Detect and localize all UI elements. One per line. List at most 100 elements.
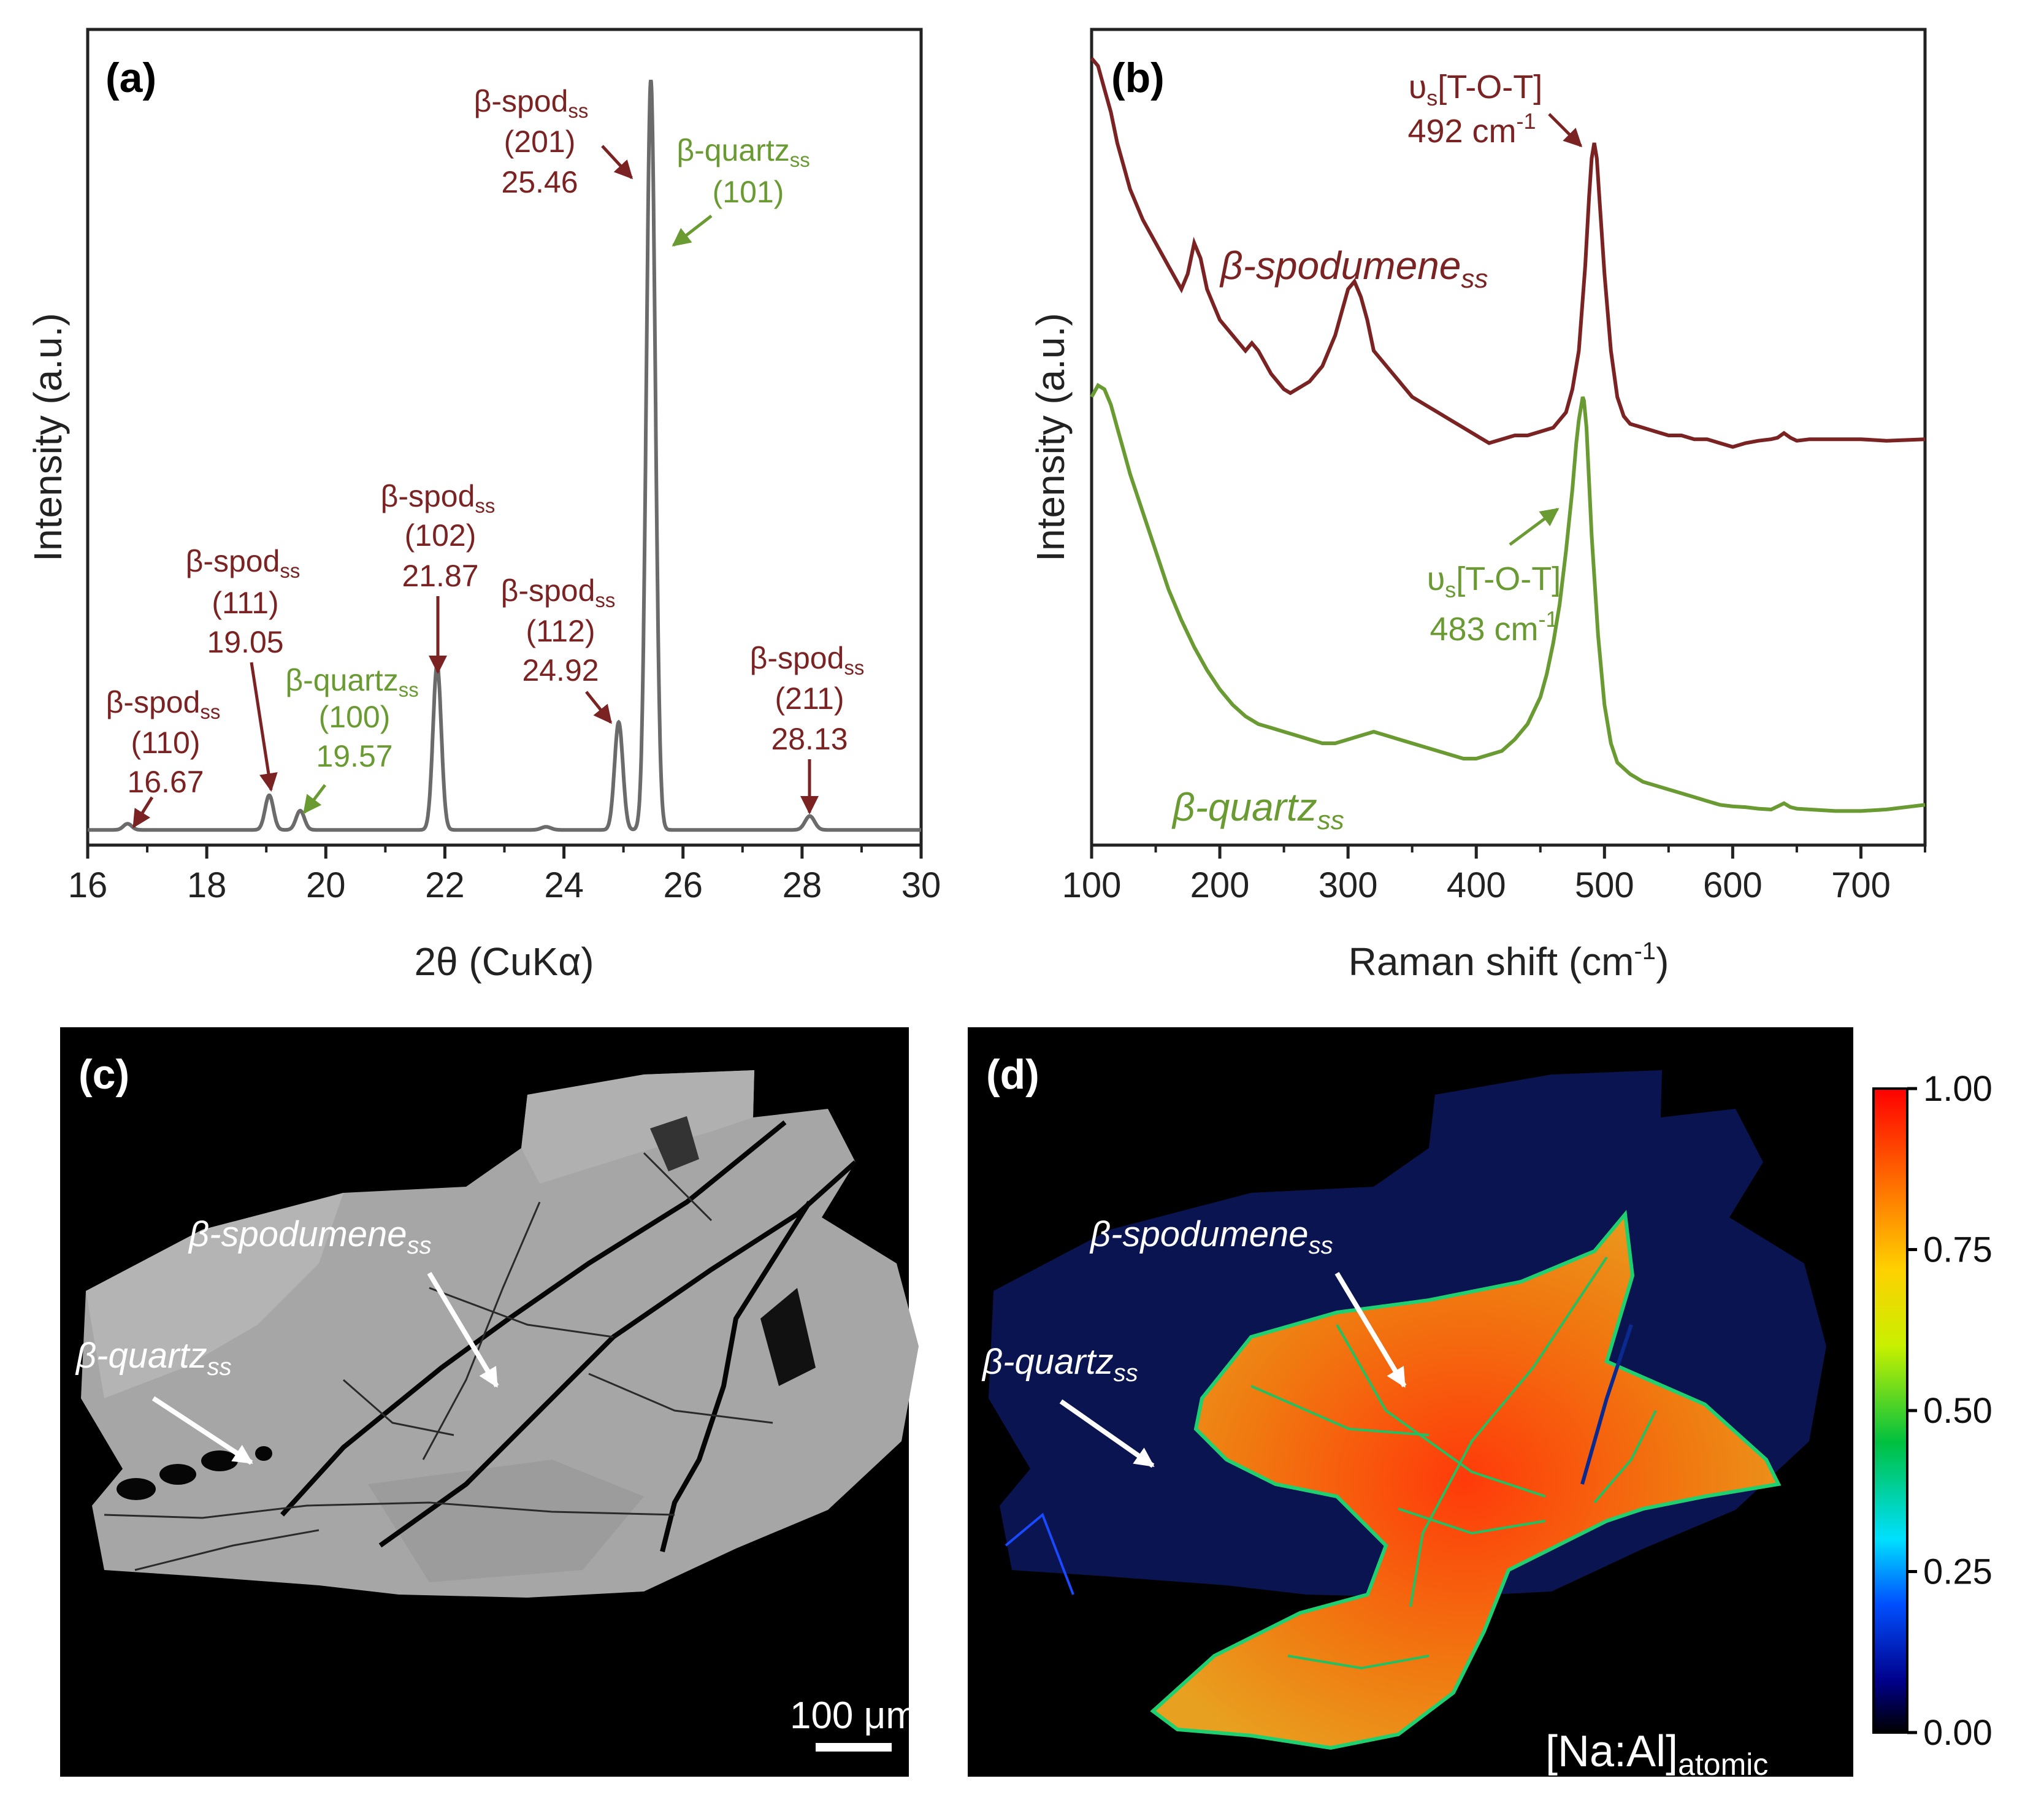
colorbar [1872, 1087, 1908, 1734]
svg-text:25.46: 25.46 [501, 165, 578, 199]
svg-text:β-spodss: β-spodss [186, 544, 300, 582]
eds-quartz-label: β-quartzss [981, 1342, 1138, 1387]
eds-panel-label: (d) [986, 1051, 1039, 1098]
colorbar-tick-label: 0.75 [1923, 1230, 1992, 1270]
xrd-panel-label: (a) [105, 55, 156, 101]
raman-x-tick-label: 200 [1190, 865, 1250, 905]
svg-text:β-spodss: β-spodss [501, 573, 616, 611]
raman-panel: (b) 100 200 300 400 500 600 700 Raman shift (c… [1028, 28, 1927, 984]
svg-text:24.92: 24.92 [522, 653, 599, 687]
svg-text:β-quartzss: β-quartzss [676, 133, 810, 171]
svg-text:(101): (101) [713, 175, 784, 209]
eds-map-panel: (d) β-spodumeness β-quartzss [Na:Al]atom… [968, 1027, 1992, 1782]
xrd-arrow-201 [601, 145, 633, 180]
sem-quartz-arrow [151, 1396, 253, 1465]
xrd-annotation-211: β-spodss (211) 28.13 [750, 641, 865, 756]
xrd-x-ticks: 16 18 20 22 24 26 28 30 [68, 845, 941, 905]
xrd-x-tick-label: 24 [544, 865, 584, 905]
raman-peak-492-label: υs[T-O-T] 492 cm-1 [1407, 69, 1542, 150]
eds-quartz-arrow [1059, 1399, 1155, 1468]
svg-text:υs[T-O-T]: υs[T-O-T] [1427, 561, 1561, 602]
raman-x-tick-label: 100 [1062, 865, 1122, 905]
raman-y-axis-label: Intensity (a.u.) [1028, 313, 1073, 562]
xrd-x-tick-label: 20 [306, 865, 346, 905]
raman-x-tick-label: 500 [1575, 865, 1634, 905]
xrd-arrow-100 [303, 784, 326, 814]
colorbar-tick-label: 0.25 [1923, 1552, 1992, 1592]
raman-x-ticks: 100 200 300 400 500 600 700 [1062, 845, 1926, 905]
colorbar-ticks: 1.00 0.75 0.50 0.25 0.00 [1907, 1069, 1992, 1753]
colorbar-tick-label: 0.50 [1923, 1391, 1992, 1431]
xrd-annotation-100: β-quartzss (100) 19.57 [285, 663, 418, 773]
xrd-x-tick-label: 30 [901, 865, 941, 905]
raman-x-tick-label: 600 [1703, 865, 1763, 905]
xrd-annotation-201: β-spodss (201) 25.46 [474, 84, 589, 199]
xrd-x-tick-label: 18 [187, 865, 227, 905]
xrd-panel: (a) 16 18 20 22 24 26 28 30 2θ (CuKα) Intensity… [26, 28, 941, 984]
xrd-annotation-112: β-spodss (112) 24.92 [501, 573, 616, 687]
raman-quartz-line [1090, 383, 1926, 813]
svg-text:16.67: 16.67 [127, 765, 204, 799]
svg-text:(211): (211) [775, 681, 844, 716]
xrd-annotation-102: β-spodss (102) 21.87 [381, 479, 496, 593]
svg-text:(110): (110) [131, 726, 200, 760]
sem-scalebar [816, 1743, 892, 1752]
xrd-arrow-111 [250, 662, 278, 792]
eds-ratio-label: [Na:Al]atomic [1545, 1727, 1768, 1782]
raman-spodumene-line [1090, 57, 1926, 449]
raman-panel-label: (b) [1111, 55, 1165, 101]
svg-text:(111): (111) [212, 586, 278, 620]
raman-x-tick-label: 400 [1447, 865, 1506, 905]
raman-peak-483-label: υs[T-O-T] 483 cm-1 [1427, 561, 1561, 648]
svg-text:(100): (100) [319, 700, 391, 734]
svg-text:19.57: 19.57 [316, 739, 392, 773]
svg-text:β-spodss: β-spodss [750, 641, 865, 679]
raman-x-tick-label: 700 [1831, 865, 1891, 905]
svg-text:β-spodss: β-spodss [474, 84, 589, 122]
sem-image-panel: (c) β-spodumeness β-quartzss 100 μm [60, 1027, 919, 1777]
svg-text:υs[T-O-T]: υs[T-O-T] [1409, 69, 1543, 110]
sem-panel-label: (c) [78, 1051, 129, 1098]
eds-spodumene-arrow [1334, 1271, 1407, 1388]
raman-x-axis-label: Raman shift (cm-1) [1349, 938, 1669, 984]
xrd-arrow-110 [132, 796, 154, 829]
xrd-pattern-line [88, 79, 921, 832]
sem-spodumene-label: β-spodumeness [188, 1214, 432, 1259]
svg-text:19.05: 19.05 [207, 625, 283, 659]
svg-text:(102): (102) [405, 518, 477, 553]
svg-text:β-quartzss: β-quartzss [285, 663, 418, 701]
svg-text:β-spodss: β-spodss [381, 479, 496, 517]
sem-grain [81, 1070, 919, 1598]
raman-quartz-legend: β-quartzss [1171, 785, 1344, 835]
xrd-arrow-101 [672, 215, 713, 247]
raman-spodumene-legend: β-spodumeness [1219, 243, 1488, 294]
xrd-arrow-112 [585, 691, 612, 724]
raman-arrow-492 [1548, 113, 1583, 148]
xrd-x-tick-label: 22 [425, 865, 465, 905]
raman-arrow-483 [1509, 507, 1560, 546]
xrd-x-tick-label: 28 [783, 865, 822, 905]
sem-scalebar-label: 100 μm [790, 1695, 917, 1737]
xrd-annotation-111: β-spodss (111) 19.05 [186, 544, 300, 659]
eds-spodumene-label: β-spodumeness [1089, 1214, 1333, 1259]
xrd-x-tick-label: 26 [663, 865, 703, 905]
sem-quartz-label: β-quartzss [75, 1336, 232, 1381]
svg-text:(201): (201) [504, 124, 576, 159]
raman-plot-frame [1090, 28, 1927, 847]
xrd-x-axis-label: 2θ (CuKα) [414, 940, 594, 984]
svg-text:492 cm-1: 492 cm-1 [1407, 109, 1536, 150]
raman-x-tick-label: 300 [1319, 865, 1378, 905]
xrd-annotation-101: β-quartzss (101) [676, 133, 810, 209]
eds-map-grain [989, 1070, 1826, 1750]
svg-text:β-spodss: β-spodss [106, 685, 221, 723]
svg-text:(112): (112) [526, 614, 595, 648]
svg-text:21.87: 21.87 [402, 559, 478, 593]
xrd-annotation-110: β-spodss (110) 16.67 [106, 685, 221, 799]
xrd-x-tick-label: 16 [68, 865, 108, 905]
colorbar-tick-label: 0.00 [1923, 1713, 1992, 1753]
svg-text:483 cm-1: 483 cm-1 [1430, 607, 1558, 648]
svg-text:28.13: 28.13 [771, 722, 848, 756]
xrd-y-axis-label: Intensity (a.u.) [26, 313, 70, 562]
colorbar-tick-label: 1.00 [1923, 1069, 1992, 1109]
